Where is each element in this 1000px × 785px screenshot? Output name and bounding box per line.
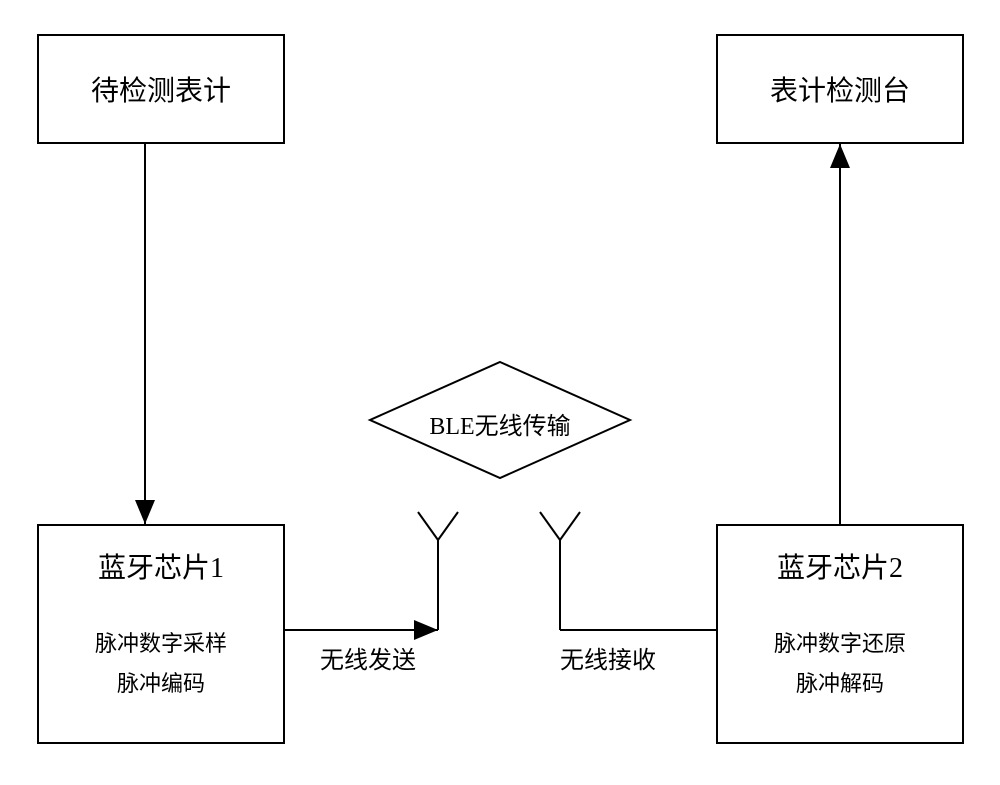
bt-chip1-line2: 脉冲编码 <box>117 666 205 698</box>
meter-station-label: 表计检测台 <box>770 69 910 109</box>
bt-chip1-title: 蓝牙芯片1 <box>98 546 224 586</box>
bt-chip1-box: 蓝牙芯片1 脉冲数字采样 脉冲编码 <box>37 524 285 744</box>
bt-chip2-line1: 脉冲数字还原 <box>774 626 906 658</box>
send-label: 无线发送 <box>320 640 416 675</box>
bt-chip1-line1: 脉冲数字采样 <box>95 626 227 658</box>
antenna-left-icon <box>418 512 458 630</box>
antenna-right-icon <box>540 512 580 630</box>
bt-chip2-box: 蓝牙芯片2 脉冲数字还原 脉冲解码 <box>716 524 964 744</box>
meter-to-test-box: 待检测表计 <box>37 34 285 144</box>
recv-label: 无线接收 <box>560 640 656 675</box>
meter-station-box: 表计检测台 <box>716 34 964 144</box>
ble-diamond-label: BLE无线传输 <box>410 406 590 441</box>
bt-chip2-line2: 脉冲解码 <box>796 666 884 698</box>
meter-to-test-label: 待检测表计 <box>91 69 231 109</box>
bt-chip2-title: 蓝牙芯片2 <box>777 546 903 586</box>
